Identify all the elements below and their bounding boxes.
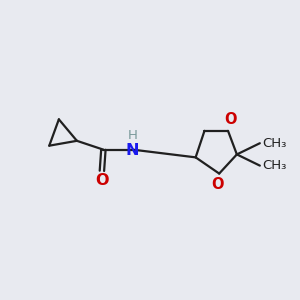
Text: O: O xyxy=(212,177,224,192)
Text: O: O xyxy=(95,173,109,188)
Text: CH₃: CH₃ xyxy=(262,137,286,150)
Text: H: H xyxy=(127,129,137,142)
Text: N: N xyxy=(125,143,139,158)
Text: CH₃: CH₃ xyxy=(262,159,286,172)
Text: O: O xyxy=(224,112,237,127)
